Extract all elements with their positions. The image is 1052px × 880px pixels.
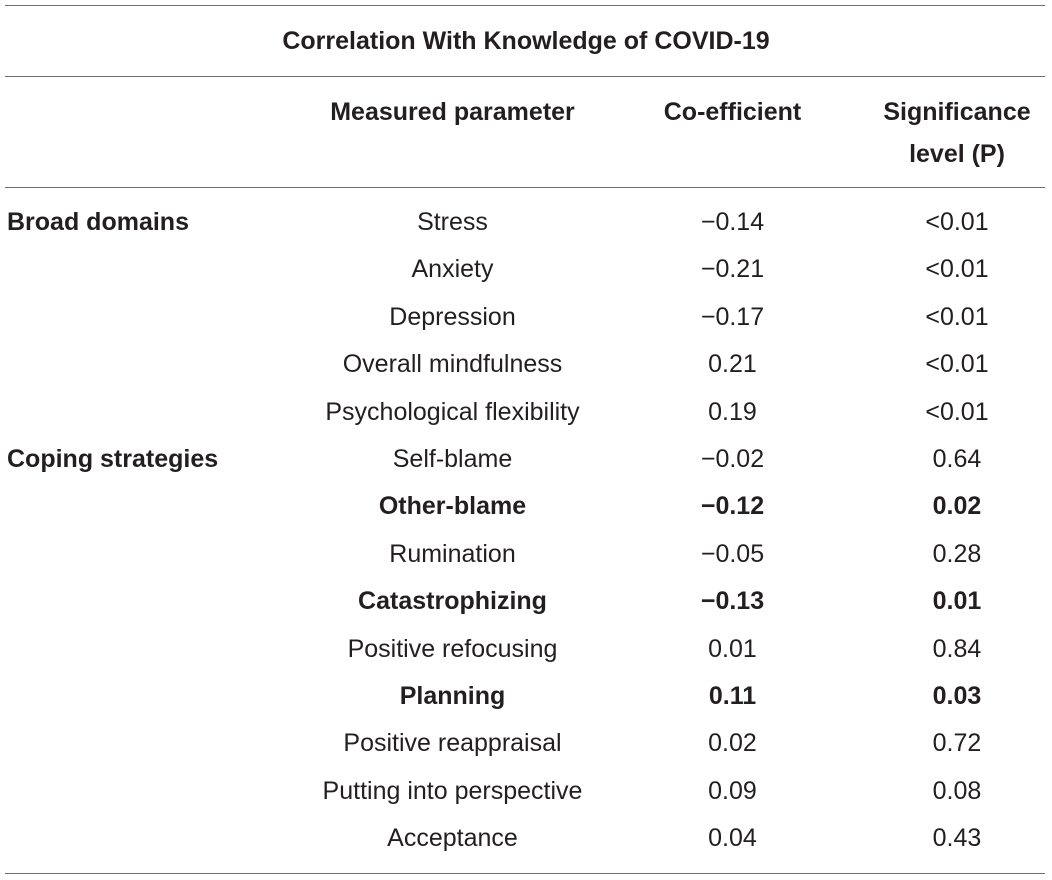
row-parameter: Putting into perspective [322, 776, 583, 805]
table-row: Catastrophizing −0.13 0.01 [0, 578, 1052, 625]
table-row: Depression −0.17 <0.01 [0, 294, 1052, 341]
row-parameter: Other-blame [378, 492, 527, 521]
row-significance: <0.01 [925, 302, 989, 331]
row-coefficient: 0.04 [708, 824, 757, 853]
top-rule [5, 5, 1045, 6]
row-significance: 0.03 [932, 681, 982, 710]
table-body: Broad domains Stress −0.14 <0.01 Anxiety −0.2… [0, 199, 1052, 862]
table-row: Psychological flexibility 0.19 <0.01 [0, 389, 1052, 436]
row-coefficient: 0.19 [708, 397, 757, 426]
row-significance: 0.28 [932, 539, 982, 568]
row-significance: 0.72 [932, 729, 982, 758]
row-coefficient: −0.02 [700, 444, 765, 473]
row-significance: <0.01 [925, 397, 989, 426]
row-significance: 0.08 [932, 776, 982, 805]
row-parameter: Self-blame [392, 444, 513, 473]
row-parameter: Positive refocusing [347, 634, 558, 663]
row-significance: 0.01 [932, 587, 982, 616]
caption-rule [5, 76, 1045, 77]
row-parameter: Stress [417, 208, 488, 236]
header-measured-parameter: Measured parameter [330, 98, 575, 126]
row-parameter: Anxiety [411, 255, 494, 284]
table-row: Positive refocusing 0.01 0.84 [0, 626, 1052, 673]
row-group-label: Coping strategies [7, 444, 219, 473]
table-row: Acceptance 0.04 0.43 [0, 815, 1052, 862]
row-parameter: Psychological flexibility [325, 397, 580, 426]
table-row: Broad domains Stress −0.14 <0.01 [0, 199, 1052, 246]
row-coefficient: 0.21 [708, 350, 757, 379]
row-parameter: Positive reappraisal [343, 729, 562, 758]
row-significance: <0.01 [925, 350, 989, 379]
header-significance-line1: Significance [883, 98, 1031, 126]
row-coefficient: 0.09 [708, 776, 757, 805]
table-caption: Correlation With Knowledge of COVID-19 [282, 27, 770, 55]
table-row: Rumination −0.05 0.28 [0, 531, 1052, 578]
row-coefficient: −0.21 [700, 255, 765, 284]
bottom-rule [5, 873, 1045, 874]
row-significance: 0.43 [932, 824, 982, 853]
row-coefficient: 0.01 [708, 634, 757, 663]
row-parameter: Planning [399, 681, 506, 710]
table-row: Planning 0.11 0.03 [0, 673, 1052, 720]
row-parameter: Catastrophizing [358, 587, 547, 616]
row-coefficient: 0.02 [708, 729, 757, 758]
row-coefficient: −0.12 [700, 492, 765, 521]
row-coefficient: −0.13 [700, 587, 765, 616]
table-row: Overall mindfulness 0.21 <0.01 [0, 341, 1052, 388]
table-row: Coping strategies Self-blame −0.02 0.64 [0, 436, 1052, 483]
table-row: Anxiety −0.21 <0.01 [0, 246, 1052, 293]
row-parameter: Acceptance [387, 824, 518, 853]
row-parameter: Rumination [389, 539, 516, 568]
row-group-label: Broad domains [7, 208, 189, 236]
row-coefficient: 0.11 [708, 681, 757, 710]
row-parameter: Overall mindfulness [342, 350, 563, 379]
header-significance: Significance level (P) [862, 91, 1052, 175]
row-significance: 0.64 [932, 444, 982, 473]
row-coefficient: −0.05 [700, 539, 765, 568]
header-significance-line2: level (P) [909, 140, 1005, 168]
table-row: Positive reappraisal 0.02 0.72 [0, 720, 1052, 767]
row-coefficient: −0.17 [700, 302, 765, 331]
row-significance: <0.01 [925, 255, 989, 284]
row-significance: 0.02 [932, 492, 982, 521]
table-row: Putting into perspective 0.09 0.08 [0, 768, 1052, 815]
row-coefficient: −0.14 [700, 208, 765, 236]
row-significance: <0.01 [925, 208, 989, 236]
row-significance: 0.84 [932, 634, 982, 663]
header-coefficient: Co-efficient [663, 98, 802, 126]
table-row: Other-blame −0.12 0.02 [0, 483, 1052, 530]
header-rule [5, 187, 1045, 188]
row-parameter: Depression [389, 302, 516, 331]
